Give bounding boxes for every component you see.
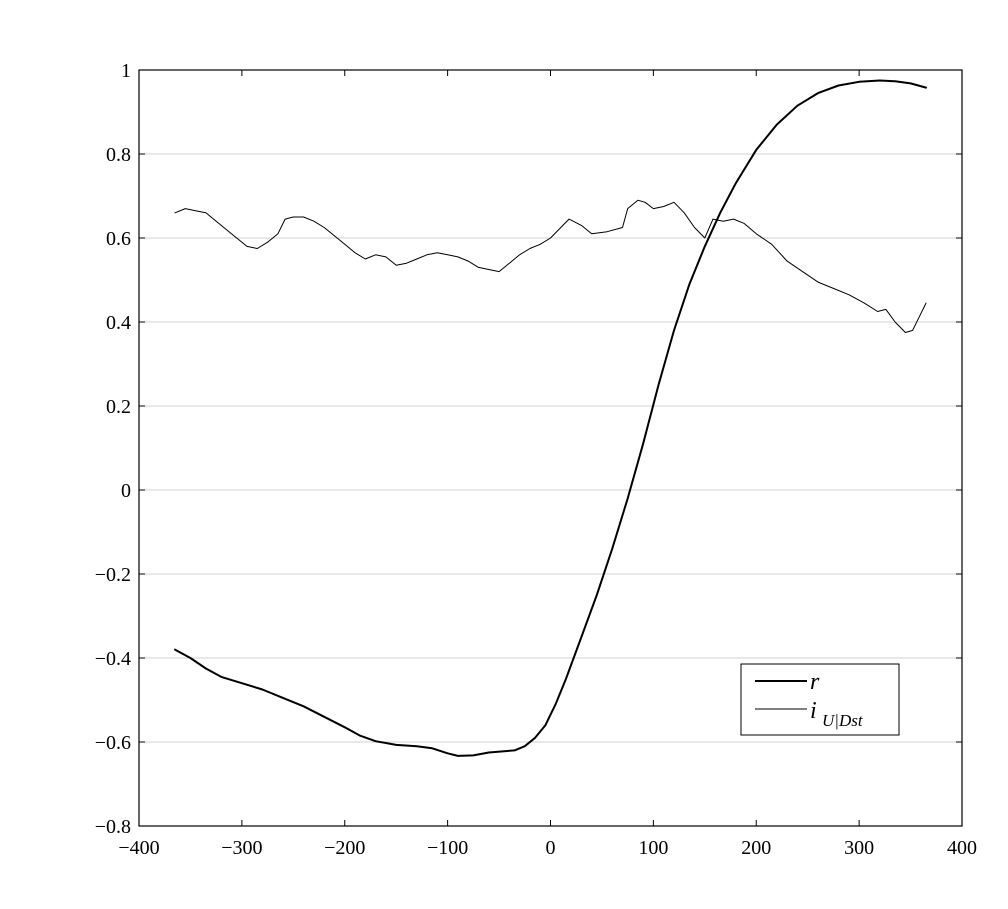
y-tick-label: 0: [121, 480, 131, 502]
x-tick-label: 200: [741, 837, 771, 859]
x-tick-label: −100: [427, 837, 468, 859]
x-tick-label: 300: [844, 837, 874, 859]
x-tick-label: 400: [947, 837, 977, 859]
y-tick-label: 0.8: [106, 144, 131, 166]
y-tick-label: −0.2: [95, 564, 131, 586]
y-tick-label: 0.6: [106, 228, 131, 250]
series-line-1: [174, 199, 927, 333]
x-tick-label: −200: [324, 837, 365, 859]
y-tick-label: 1: [121, 60, 131, 82]
y-tick-label: 0.4: [106, 312, 131, 334]
legend-box: [740, 663, 900, 736]
x-tick-label: −400: [118, 837, 159, 859]
grid-lines: [139, 153, 962, 743]
legend-label-i-subscript: U|Dst: [822, 711, 864, 730]
x-tick-label: −300: [221, 837, 262, 859]
y-tick-label: −0.4: [95, 648, 131, 670]
series-lines: [174, 79, 927, 757]
legend: ri U|Dst: [740, 663, 900, 736]
y-tick-label: −0.8: [95, 816, 131, 838]
axis-ticks: −400 −300 −200 −100 0 100 200 300 400 −0.8 −0.6 −0.…: [95, 60, 977, 859]
legend-label-i: i: [810, 698, 817, 724]
x-tick-label: 0: [546, 837, 556, 859]
legend-label-r: r: [810, 669, 820, 695]
series-line-0: [174, 79, 927, 757]
y-tick-label: 0.2: [106, 396, 131, 418]
y-tick-label: −0.6: [95, 732, 131, 754]
x-tick-label: 100: [638, 837, 668, 859]
